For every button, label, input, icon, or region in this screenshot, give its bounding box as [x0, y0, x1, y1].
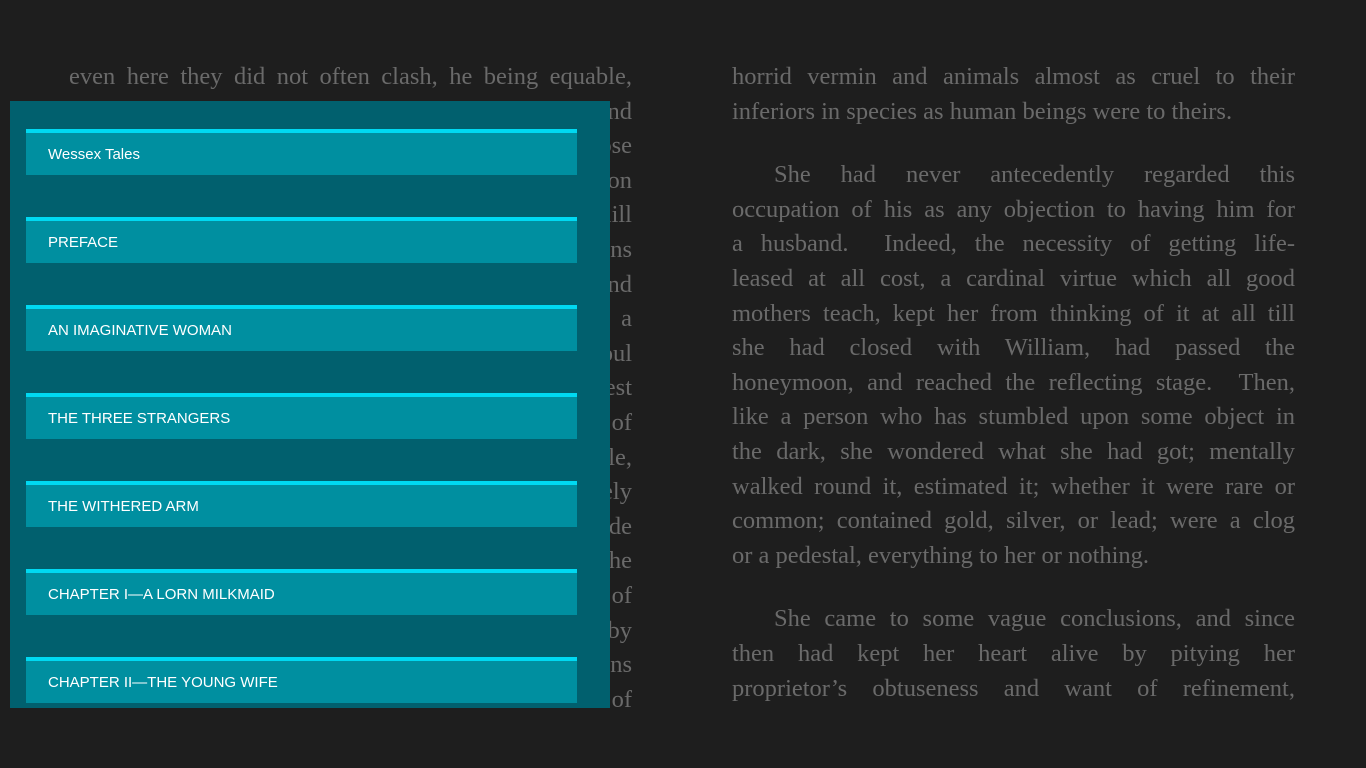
- text-line: leased at all cost, a cardinal virtue wh…: [732, 264, 1295, 292]
- text-line: common; contained gold, silver, or lead;…: [732, 507, 1295, 535]
- text-line: inferiors in species as human beings wer…: [732, 97, 1233, 125]
- text-line: occupation of his as any objection to ha…: [732, 195, 1295, 223]
- text-line: horrid vermin and animals almost as crue…: [732, 63, 1295, 90]
- text-line: She came to some vague conclusions, and …: [774, 605, 1295, 633]
- toc-item-preface[interactable]: PREFACE: [26, 217, 577, 263]
- text-line: the dark, she wondered what she had got;…: [732, 437, 1295, 465]
- toc-item-the-withered-arm[interactable]: THE WITHERED ARM: [26, 481, 577, 527]
- text-line: honeymoon, and reached the reflecting st…: [732, 368, 1295, 396]
- text-line: then had kept her heart alive by pitying…: [732, 639, 1295, 667]
- toc-item-the-three-strangers[interactable]: THE THREE STRANGERS: [26, 393, 577, 439]
- toc-item-chapter-1-a-lorn-milkmaid[interactable]: CHAPTER I—A LORN MILKMAID: [26, 569, 577, 615]
- right-text-column: horrid vermin and animals almost as crue…: [732, 60, 1295, 706]
- text-line: she had closed with William, had passed …: [732, 334, 1295, 362]
- text-line: proprietor’s obtuseness and want of refi…: [732, 674, 1295, 702]
- text-line: or a pedestal, everything to her or noth…: [732, 541, 1150, 569]
- toc-item-an-imaginative-woman[interactable]: AN IMAGINATIVE WOMAN: [26, 305, 577, 351]
- toc-item-chapter-2-the-young-wife[interactable]: CHAPTER II—THE YOUNG WIFE: [26, 657, 577, 703]
- text-line: like a person who has stumbled upon some…: [732, 403, 1295, 431]
- text-line: even here they did not often clash, he b…: [69, 63, 632, 90]
- text-line: walked round it, estimated it; whether i…: [732, 472, 1295, 500]
- text-line: She had never antecedently regarded this: [774, 161, 1295, 189]
- toc-popup-panel: Wessex Tales PREFACE AN IMAGINATIVE WOMA…: [10, 101, 610, 708]
- toc-item-wessex-tales[interactable]: Wessex Tales: [26, 129, 577, 175]
- text-line: a husband. Indeed, the necessity of gett…: [732, 230, 1295, 258]
- text-line: mothers teach, kept her from thinking of…: [732, 299, 1295, 327]
